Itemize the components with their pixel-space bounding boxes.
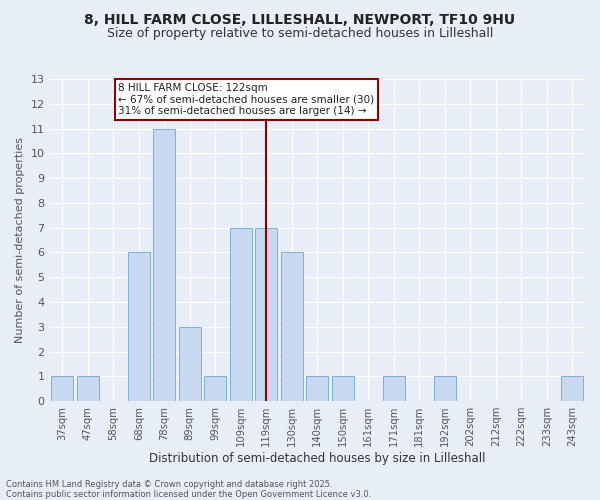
Text: Contains HM Land Registry data © Crown copyright and database right 2025.
Contai: Contains HM Land Registry data © Crown c…: [6, 480, 371, 499]
X-axis label: Distribution of semi-detached houses by size in Lilleshall: Distribution of semi-detached houses by …: [149, 452, 485, 465]
Bar: [154, 128, 175, 401]
Bar: [205, 376, 226, 401]
Text: 8, HILL FARM CLOSE, LILLESHALL, NEWPORT, TF10 9HU: 8, HILL FARM CLOSE, LILLESHALL, NEWPORT,…: [85, 12, 515, 26]
Bar: [256, 228, 277, 401]
Bar: [52, 376, 73, 401]
Bar: [383, 376, 404, 401]
Y-axis label: Number of semi-detached properties: Number of semi-detached properties: [15, 137, 25, 343]
Bar: [179, 327, 200, 401]
Bar: [332, 376, 353, 401]
Bar: [128, 252, 149, 401]
Text: 8 HILL FARM CLOSE: 122sqm
← 67% of semi-detached houses are smaller (30)
31% of : 8 HILL FARM CLOSE: 122sqm ← 67% of semi-…: [118, 82, 374, 116]
Bar: [307, 376, 328, 401]
Bar: [77, 376, 98, 401]
Text: Size of property relative to semi-detached houses in Lilleshall: Size of property relative to semi-detach…: [107, 28, 493, 40]
Bar: [434, 376, 455, 401]
Bar: [281, 252, 302, 401]
Bar: [562, 376, 583, 401]
Bar: [230, 228, 251, 401]
